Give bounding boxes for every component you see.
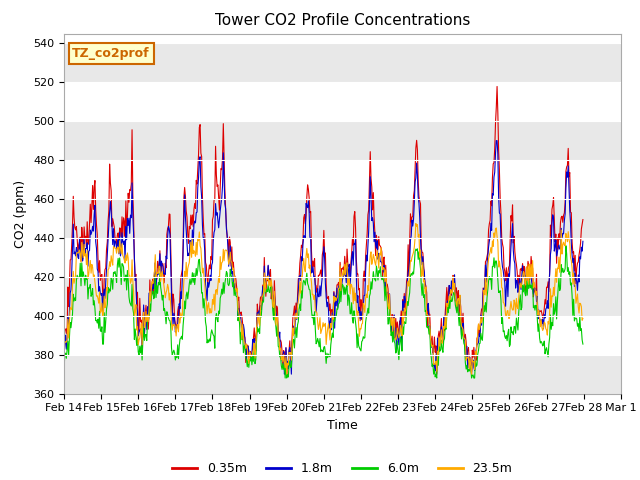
X-axis label: Time: Time bbox=[327, 419, 358, 432]
Bar bbox=[64, 199, 621, 238]
Legend: 0.35m, 1.8m, 6.0m, 23.5m: 0.35m, 1.8m, 6.0m, 23.5m bbox=[167, 457, 518, 480]
Bar bbox=[64, 121, 621, 160]
Bar bbox=[64, 43, 621, 82]
Title: Tower CO2 Profile Concentrations: Tower CO2 Profile Concentrations bbox=[214, 13, 470, 28]
Y-axis label: CO2 (ppm): CO2 (ppm) bbox=[15, 180, 28, 248]
Bar bbox=[64, 277, 621, 316]
Text: TZ_co2prof: TZ_co2prof bbox=[72, 47, 150, 60]
Bar bbox=[64, 355, 621, 394]
